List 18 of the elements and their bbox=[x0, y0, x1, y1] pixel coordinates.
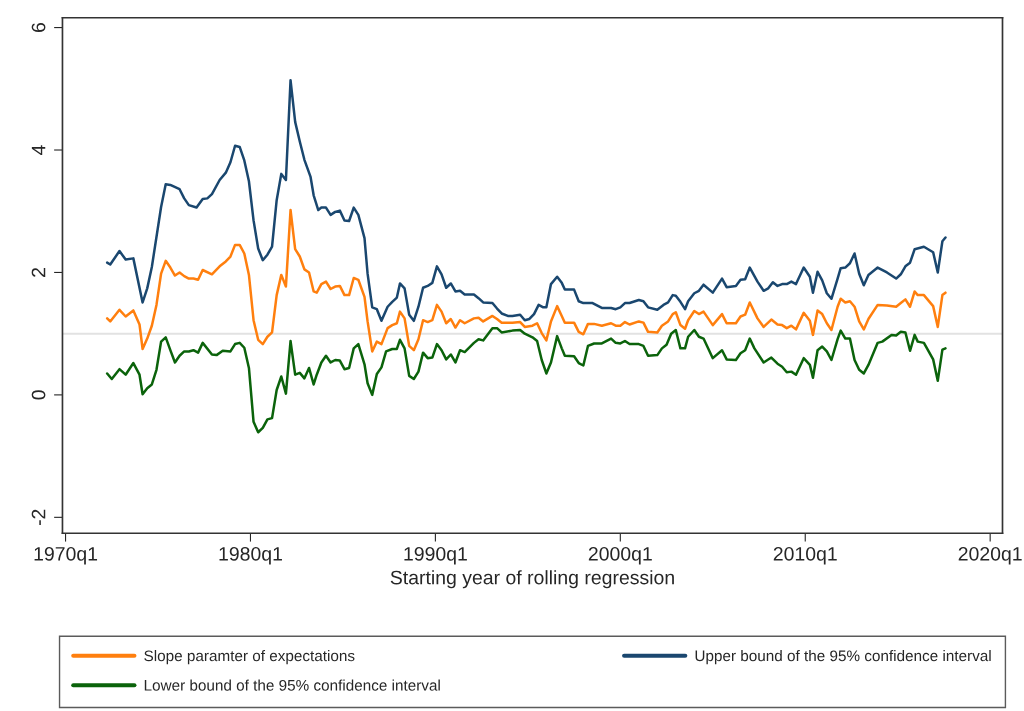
y-tick-label: 6 bbox=[31, 23, 46, 32]
x-tick-label: 1990q1 bbox=[404, 546, 467, 565]
y-tick-label: 0 bbox=[31, 390, 46, 400]
legend-label: Lower bound of the 95% confidence interval bbox=[144, 679, 440, 691]
legend-label: Slope paramter of expectations bbox=[144, 650, 355, 665]
x-tick-label: 1970q1 bbox=[34, 546, 98, 565]
line-series bbox=[105, 208, 947, 353]
line-series bbox=[105, 78, 947, 323]
x-tick-label: 2020q1 bbox=[958, 546, 1022, 565]
x-tick-label: 1980q1 bbox=[219, 546, 282, 565]
x-axis-title: Starting year of rolling regression bbox=[390, 570, 674, 589]
x-tick-label: 2000q1 bbox=[588, 546, 652, 565]
y-tick-label: 2 bbox=[31, 268, 46, 277]
y-tick-label: 4 bbox=[31, 145, 46, 155]
legend-label: Upper bound of the 95% confidence interval bbox=[695, 650, 991, 665]
line-series bbox=[105, 326, 947, 434]
y-tick-label: -2 bbox=[31, 509, 46, 526]
x-tick-label: 2010q1 bbox=[773, 546, 837, 565]
